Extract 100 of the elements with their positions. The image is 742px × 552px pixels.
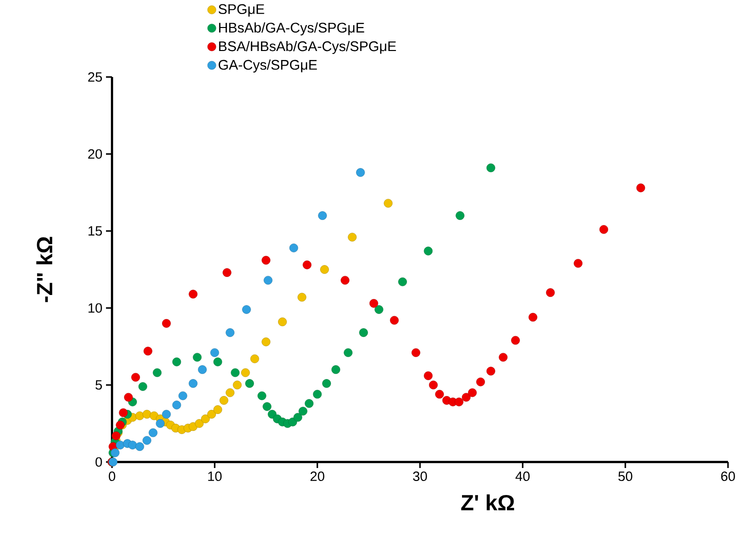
point bbox=[198, 365, 207, 374]
point bbox=[188, 379, 198, 388]
point bbox=[384, 198, 393, 208]
x-tick-label: 30 bbox=[413, 472, 427, 482]
point bbox=[192, 352, 202, 362]
point bbox=[152, 368, 162, 378]
legend-label: GA-Cys/SPGμE bbox=[218, 60, 317, 73]
point bbox=[128, 440, 137, 450]
point bbox=[142, 410, 152, 419]
point bbox=[213, 358, 222, 366]
point bbox=[172, 358, 182, 366]
point bbox=[498, 352, 508, 362]
point bbox=[511, 336, 520, 345]
point bbox=[172, 400, 182, 410]
point bbox=[424, 371, 433, 380]
y-axis-title: -Z" kΩ bbox=[36, 236, 52, 302]
point bbox=[412, 348, 420, 357]
point bbox=[138, 382, 148, 391]
point bbox=[124, 392, 133, 402]
point bbox=[318, 211, 327, 220]
point bbox=[476, 378, 485, 386]
point bbox=[250, 354, 260, 364]
point bbox=[528, 312, 538, 322]
point bbox=[162, 319, 171, 328]
point bbox=[245, 379, 254, 388]
point bbox=[178, 391, 188, 400]
point bbox=[369, 299, 378, 308]
point bbox=[298, 406, 308, 416]
point bbox=[262, 402, 272, 411]
point bbox=[220, 396, 228, 405]
point bbox=[112, 431, 120, 440]
point bbox=[462, 392, 471, 402]
x-tick-label: 40 bbox=[516, 472, 530, 482]
point bbox=[486, 163, 496, 172]
point bbox=[232, 380, 242, 390]
point bbox=[258, 391, 266, 400]
point bbox=[322, 379, 331, 388]
legend-label: HBsAb/GA-Cys/SPGμE bbox=[219, 22, 364, 36]
point bbox=[293, 412, 302, 422]
point bbox=[118, 408, 128, 418]
point bbox=[262, 256, 270, 265]
x-axis-title: Z' kΩ bbox=[461, 494, 514, 510]
x-tick-label: 50 bbox=[618, 472, 632, 482]
point bbox=[546, 288, 555, 297]
point bbox=[320, 265, 329, 274]
point bbox=[356, 168, 365, 177]
y-tick-label: 10 bbox=[88, 303, 102, 313]
point bbox=[599, 225, 608, 234]
point bbox=[574, 258, 582, 268]
point bbox=[213, 405, 222, 414]
point bbox=[331, 365, 340, 374]
point bbox=[468, 388, 477, 398]
point bbox=[116, 440, 125, 450]
point bbox=[264, 276, 272, 285]
x-tick-label: 10 bbox=[208, 472, 222, 482]
point bbox=[435, 390, 444, 399]
point bbox=[242, 305, 251, 314]
y-tick-label: 20 bbox=[88, 149, 102, 159]
point bbox=[304, 399, 314, 408]
point bbox=[390, 316, 399, 325]
point bbox=[226, 328, 234, 337]
point bbox=[424, 246, 433, 256]
point bbox=[156, 419, 165, 428]
point bbox=[144, 346, 152, 356]
point bbox=[207, 410, 216, 419]
point bbox=[486, 366, 496, 376]
point bbox=[348, 232, 357, 242]
y-tick-label: 5 bbox=[96, 380, 102, 390]
point bbox=[262, 338, 270, 346]
point bbox=[298, 292, 306, 302]
point bbox=[142, 436, 152, 445]
point bbox=[278, 317, 287, 326]
point bbox=[188, 290, 198, 298]
x-tick-label: 0 bbox=[108, 472, 116, 482]
point bbox=[302, 260, 312, 270]
y-tick-label: 15 bbox=[88, 226, 102, 236]
point bbox=[429, 380, 438, 390]
point bbox=[454, 398, 464, 406]
y-tick-label: 0 bbox=[96, 457, 102, 467]
x-tick-label: 60 bbox=[721, 472, 735, 482]
point bbox=[340, 276, 350, 285]
point bbox=[194, 419, 204, 428]
x-tick-label: 20 bbox=[310, 472, 324, 482]
point bbox=[241, 368, 250, 378]
point bbox=[359, 328, 368, 337]
point bbox=[162, 410, 171, 419]
point bbox=[135, 442, 144, 451]
point bbox=[135, 411, 144, 420]
point bbox=[226, 388, 234, 398]
point bbox=[312, 390, 322, 399]
legend-label: SPGμE bbox=[218, 4, 264, 17]
point bbox=[636, 184, 646, 192]
y-tick-label: 25 bbox=[88, 72, 102, 82]
point bbox=[210, 348, 220, 357]
point bbox=[344, 348, 352, 357]
point bbox=[374, 305, 384, 314]
point bbox=[222, 268, 232, 277]
legend-label: BSA/HBsAb/GA-Cys/SPGμE bbox=[219, 40, 396, 54]
point bbox=[148, 428, 158, 438]
point bbox=[398, 277, 407, 286]
